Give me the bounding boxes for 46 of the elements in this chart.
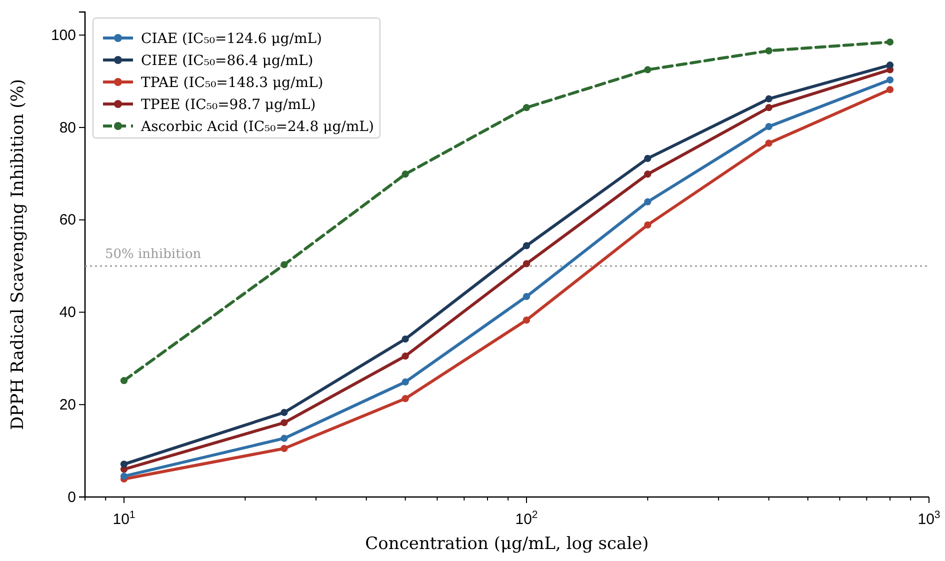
point [644,198,652,206]
legend-label: CIAE (IC₅₀=124.6 μg/mL) [141,31,322,47]
point [886,38,894,46]
y-tick-label: 20 [59,396,76,414]
point [765,47,772,54]
y-tick-label: 0 [68,488,76,506]
y-tick-label: 100 [50,26,76,44]
point [280,261,288,268]
x-tick-label: 10$^{2}$ [515,509,538,528]
point [522,316,530,324]
point [280,419,288,426]
x-tick-label: 10$^{1}$ [112,509,136,528]
x-tick-label: 10$^{3}$ [918,509,940,528]
point [765,140,772,147]
point [522,242,530,250]
point [886,76,894,84]
point [522,260,530,268]
point [886,86,894,94]
point [280,444,288,452]
y-axis-title: DPPH Radical Scavenging Inhibition (%) [8,79,28,430]
point [644,66,652,74]
point [765,122,772,130]
point [886,62,894,69]
point [522,104,530,112]
point [644,154,652,162]
point [402,170,409,178]
y-tick-label: 60 [59,212,76,229]
legend-label: TPEE (IC₅₀=98.7 μg/mL) [141,97,316,113]
point [644,170,652,178]
ref-line-label: 50% inhibition [105,247,202,262]
legend-label: CIEE (IC₅₀=86.4 μg/mL) [141,53,314,69]
y-tick-label: 80 [59,119,76,136]
x-axis-title: Concentration (μg/mL, log scale) [365,534,649,554]
point [644,221,652,228]
point [280,408,288,416]
point [765,95,772,102]
point [522,292,530,300]
point [402,352,409,360]
legend-label: Ascorbic Acid (IC₅₀=24.8 μg/mL) [140,119,374,135]
point [402,335,409,343]
point [402,378,409,386]
y-tick-label: 40 [59,304,76,322]
point [402,395,409,402]
legend-label: TPAE (IC₅₀=148.3 μg/mL) [141,75,324,91]
point [765,104,772,112]
point [280,434,288,442]
